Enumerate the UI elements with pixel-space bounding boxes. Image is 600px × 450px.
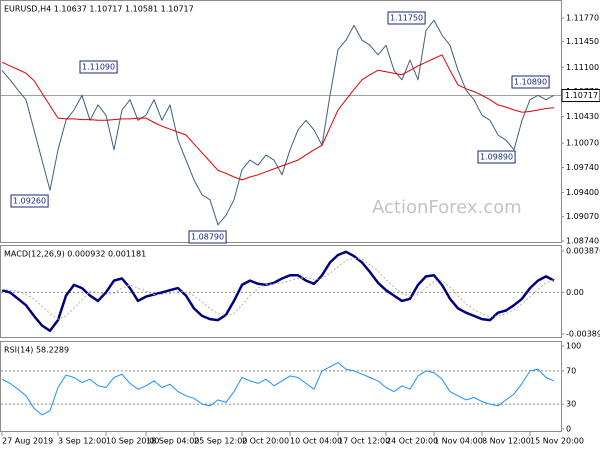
last-price-box (561, 89, 600, 103)
annotation: 1.11090 (82, 63, 115, 72)
annotation-box (387, 11, 426, 25)
panel-title: RSI(14) 58.2289 (4, 346, 69, 355)
x-tick-label: 27 Aug 2019 (2, 437, 53, 446)
x-tick-label: 1 Nov 04:00 (434, 437, 483, 446)
y-tick-label: 1.09070 (566, 212, 599, 221)
y-tick-label: 100 (566, 342, 581, 351)
y-tick-label: 1.09740 (566, 163, 599, 172)
panel-frame (0, 341, 562, 432)
x-tick-label: 10 Oct 04:00 (290, 437, 342, 446)
annotation: 1.09890 (480, 153, 513, 162)
x-tick-label: 24 Oct 20:00 (386, 437, 438, 446)
annotation-box (10, 194, 49, 208)
y-tick-label: 1.09400 (566, 188, 599, 197)
annotation-box (79, 60, 118, 74)
x-tick-label: 8 Nov 12:00 (482, 437, 531, 446)
series-line (1, 362, 555, 416)
y-tick-label: 1.08740 (566, 237, 599, 246)
annotation: 1.10890 (514, 78, 547, 87)
series-line (1, 54, 555, 181)
x-tick-label: 18 Sep 04:00 (146, 437, 199, 446)
x-tick-label: 3 Sep 12:00 (58, 437, 106, 446)
x-tick-label: 25 Sep 12:00 (194, 437, 247, 446)
y-tick-label: 70 (566, 366, 576, 375)
y-tick-label: 1.11770 (566, 14, 599, 23)
annotation-box (477, 150, 516, 164)
last-price-label: 1.10717 (565, 91, 598, 100)
annotation: 1.11750 (390, 14, 423, 23)
y-tick-label: 0 (566, 425, 571, 434)
annotation: 1.09260 (13, 197, 46, 206)
annotation-box (188, 230, 227, 244)
y-tick-label: 1.10430 (566, 112, 599, 121)
x-tick-label: 15 Nov 20:00 (530, 437, 584, 446)
series-line (1, 257, 555, 320)
series-line (1, 19, 555, 226)
annotation-box (511, 75, 550, 89)
panel-frame (0, 0, 562, 243)
y-tick-label: 0.00 (566, 288, 584, 297)
annotation: 1.08790 (191, 233, 224, 242)
y-tick-label: 0.003876 (566, 247, 600, 256)
x-tick-label: 17 Oct 12:00 (338, 437, 390, 446)
y-tick-label: 30 (566, 400, 576, 409)
panel-title: EURUSD,H4 1.10637 1.10717 1.10581 1.1071… (4, 5, 194, 14)
panel-frame (0, 245, 562, 338)
watermark: ActionForex.com (372, 197, 522, 218)
x-tick-label: 2 Oct 20:00 (242, 437, 289, 446)
series-line (1, 250, 555, 333)
y-tick-label: -0.003899 (566, 330, 600, 339)
y-tick-label: 1.11100 (566, 63, 599, 72)
panel-title: MACD(12,26,9) 0.000932 0.001181 (4, 250, 146, 259)
x-tick-label: 10 Sep 20:00 (106, 437, 159, 446)
y-tick-label: 1.10070 (566, 139, 599, 148)
y-tick-label: 1.11450 (566, 37, 599, 46)
